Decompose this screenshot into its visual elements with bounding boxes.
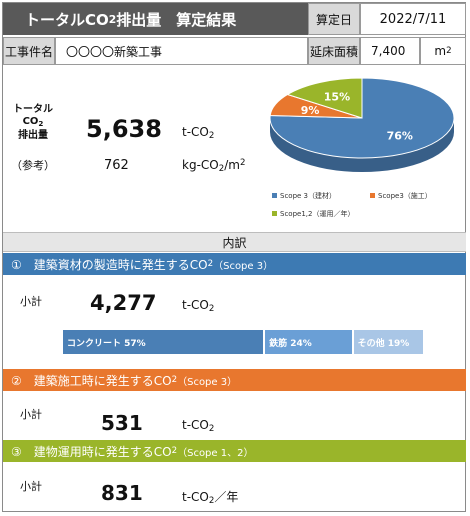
pie-slice-2: [286, 77, 363, 119]
legend-swatch-2: [272, 211, 277, 216]
floor-area-value: 7,400: [360, 37, 420, 65]
section3-subtotal-label: 小計: [20, 480, 42, 493]
project-name-value: 〇〇〇〇新築工事: [55, 37, 308, 65]
total-unit-base: t-CO: [182, 125, 209, 139]
title-main: トータルCO: [25, 10, 109, 29]
section1-title-tail: （Scope 3）: [213, 260, 274, 272]
reference-value: 762: [104, 158, 129, 173]
breakdown-header: 内訳: [3, 232, 466, 252]
section2-title-tail: （Scope 3）: [177, 376, 238, 388]
section3-value: 831: [101, 481, 143, 505]
section3-unit-base: t-CO: [182, 490, 209, 504]
total-emission-value: 5,638: [86, 115, 162, 143]
material-segment-1: 鉄筋 24%: [265, 330, 354, 354]
section2-unit: t-CO2: [182, 418, 214, 434]
section1-title: ① 建築資材の製造時に発生するCO: [11, 257, 208, 272]
ref-unit-sub: 2: [218, 164, 225, 175]
section3-unit-sub: 2: [208, 496, 215, 507]
section1-header: ① 建築資材の製造時に発生するCO 2 （Scope 3）: [3, 253, 466, 275]
legend-label-0: Scope 3（建材）: [280, 191, 336, 200]
section3-title: ③ 建物運用時に発生するCO: [11, 444, 172, 459]
total-unit-sub: 2: [208, 131, 215, 142]
legend-swatch-1: [370, 193, 375, 198]
total-emission-unit: t-CO2: [182, 125, 214, 141]
floor-area-label: 延床面積: [308, 37, 360, 65]
materials-stacked-bar: コンクリート 57% 鉄筋 24% その他 19%: [63, 330, 425, 354]
total-label-line2: CO: [22, 116, 39, 127]
section2-value: 531: [101, 411, 143, 435]
legend-label-2: Scope1,2（運用／年）: [280, 209, 354, 218]
section3-header: ③ 建物運用時に発生するCO 2 （Scope 1、2）: [3, 440, 466, 462]
total-label-line1: トータル: [13, 104, 53, 115]
pie-side-0: [270, 118, 454, 172]
section2-subtotal-label: 小計: [20, 408, 42, 421]
emission-pie-chart: 76% 9% 15% Scope 3（建材） Scope3（施工） Scope1,2（運…: [269, 77, 455, 218]
area-unit-sup: 2: [446, 46, 452, 56]
section1-unit-sub: 2: [208, 304, 215, 315]
section2-header: ② 建築施工時に発生するCO 2 （Scope 3）: [3, 369, 466, 391]
area-unit-base: m: [434, 44, 447, 58]
pie-label-1: 9%: [301, 104, 320, 117]
pie-label-0: 76%: [387, 129, 413, 142]
section1-value: 4,277: [90, 291, 157, 315]
section1-unit: t-CO2: [182, 298, 214, 314]
section2-title: ② 建築施工時に発生するCO: [11, 373, 172, 388]
section1-title-sub: 2: [207, 259, 214, 269]
legend-swatch-0: [272, 193, 277, 198]
section3-title-sub: 2: [171, 446, 178, 456]
reference-label: （参考）: [11, 159, 55, 172]
section2-unit-sub: 2: [208, 424, 215, 435]
section2-title-sub: 2: [171, 375, 178, 385]
section1-unit-base: t-CO: [182, 298, 209, 312]
section3-unit: t-CO2／年: [182, 488, 238, 506]
pie-label-2: 15%: [324, 91, 350, 104]
date-value: 2022/7/11: [360, 3, 466, 35]
title-sub: 2: [108, 12, 117, 26]
section2-unit-base: t-CO: [182, 418, 209, 432]
title-rest: 排出量 算定結果: [116, 10, 237, 29]
ref-unit-2: /m: [224, 158, 240, 172]
ref-unit-sup: 2: [239, 158, 246, 169]
total-label-sub: 2: [38, 118, 44, 128]
material-segment-0: コンクリート 57%: [63, 330, 266, 354]
section1-subtotal-label: 小計: [20, 295, 42, 308]
section3-unit-tail: ／年: [214, 490, 239, 504]
reference-unit: kg-CO2/m2: [182, 158, 245, 174]
project-name-label: 工事件名: [3, 37, 55, 65]
ref-unit-1: kg-CO: [182, 158, 219, 172]
date-label: 算定日: [308, 3, 360, 35]
section3-title-tail: （Scope 1、2）: [177, 447, 254, 459]
report-title: トータルCO 2 排出量 算定結果: [3, 3, 308, 35]
legend-label-1: Scope3（施工）: [378, 191, 432, 200]
total-label-line3: 排出量: [18, 129, 48, 141]
total-emission-label: トータル CO2 排出量: [6, 104, 60, 142]
material-segment-2: その他 19%: [353, 330, 425, 354]
